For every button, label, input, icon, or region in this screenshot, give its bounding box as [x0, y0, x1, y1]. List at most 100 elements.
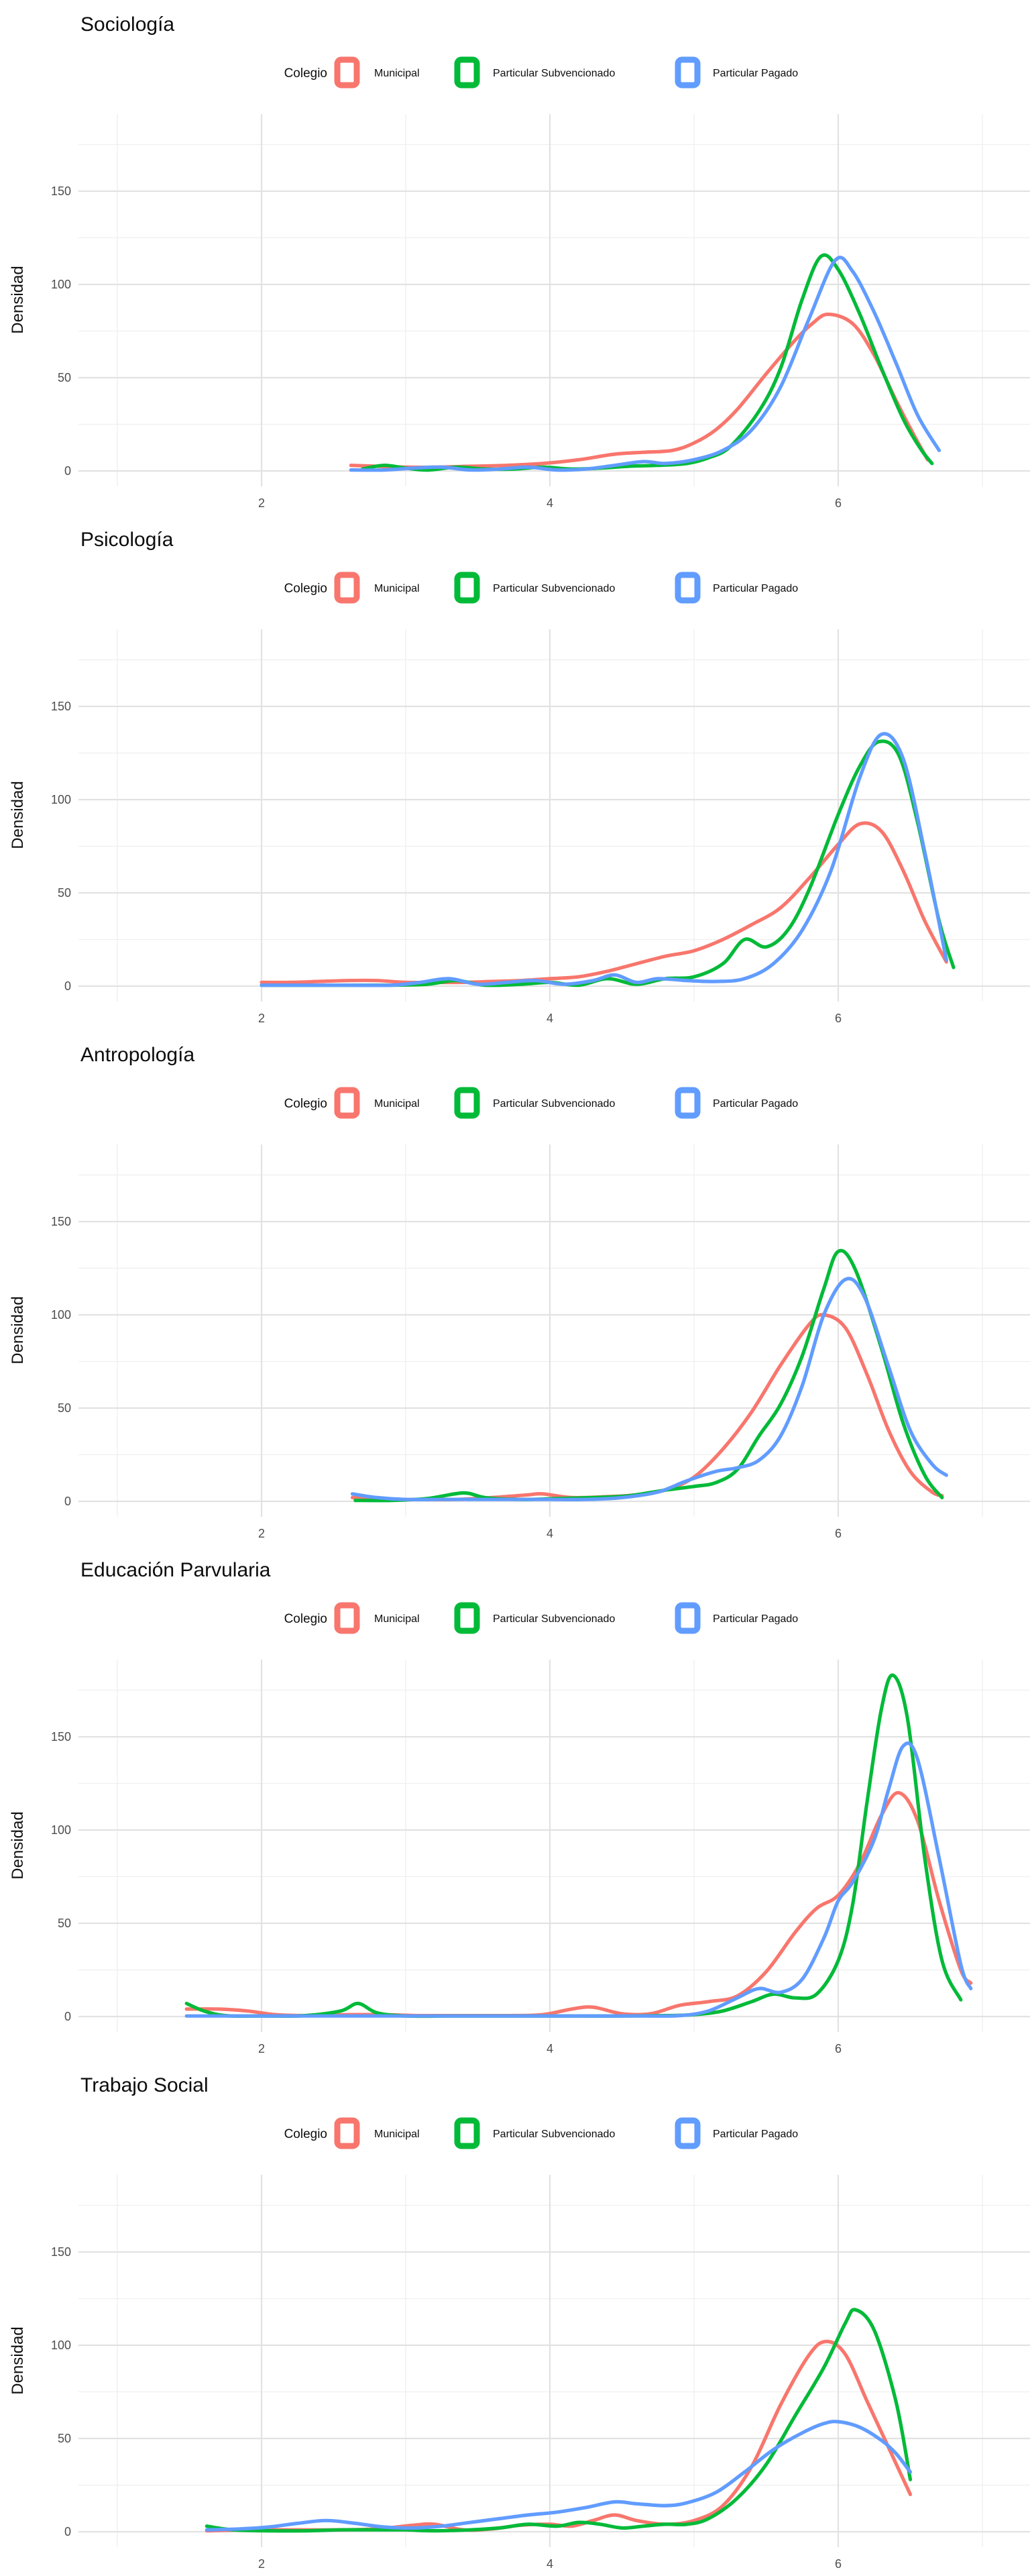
legend: Colegio Municipal Particular Subvenciona…	[284, 56, 798, 89]
legend-label-municipal: Municipal	[374, 1098, 420, 1110]
legend-label-subvencionado: Particular Subvencionado	[493, 1613, 615, 1625]
svg-text:0: 0	[64, 2010, 71, 2023]
density-curve-particular-pagado	[350, 1277, 948, 1502]
svg-text:2: 2	[258, 1012, 265, 1025]
svg-text:6: 6	[835, 2557, 842, 2571]
chart-title: Educación Parvularia	[80, 1559, 271, 1581]
density-curve-particular-pagado	[349, 256, 941, 472]
density-curve-particular-pagado	[205, 2420, 913, 2532]
y-axis-title: Densidad	[9, 2326, 27, 2394]
legend: Colegio Municipal Particular Subvenciona…	[284, 572, 798, 604]
svg-text:50: 50	[58, 1917, 71, 1930]
legend-label-municipal: Municipal	[374, 2129, 420, 2140]
legend-label-municipal: Municipal	[374, 68, 420, 79]
svg-text:150: 150	[51, 184, 71, 198]
density-curve-particular-subvencionado	[360, 253, 934, 472]
svg-text:50: 50	[58, 371, 71, 384]
density-curve-municipal	[350, 1313, 944, 1502]
svg-text:0: 0	[64, 2525, 71, 2538]
legend-label-pagado: Particular Pagado	[713, 1098, 798, 1110]
legend-label-pagado: Particular Pagado	[713, 2129, 798, 2140]
legend-key-pagado-icon	[675, 56, 701, 89]
svg-text:150: 150	[51, 1215, 71, 1228]
density-plot: Sociología Colegio Municipal Particular …	[9, 13, 1030, 510]
legend-label-municipal: Municipal	[374, 583, 420, 594]
svg-text:150: 150	[51, 700, 71, 713]
svg-text:50: 50	[58, 886, 71, 900]
svg-text:50: 50	[58, 1401, 71, 1415]
plot-panel: 0 50 100 150 2 4 6	[51, 114, 1030, 510]
svg-text:50: 50	[58, 2432, 71, 2445]
svg-text:100: 100	[51, 793, 71, 806]
legend-label-subvencionado: Particular Subvencionado	[493, 1098, 615, 1110]
legend-label-subvencionado: Particular Subvencionado	[493, 2129, 615, 2140]
density-plot: Psicología Colegio Municipal Particular …	[9, 529, 1030, 1025]
legend: Colegio Municipal Particular Subvenciona…	[284, 1602, 798, 1634]
svg-text:6: 6	[835, 1527, 842, 1540]
chart-antropologia: Antropología Colegio Municipal Particula…	[0, 1030, 1030, 1546]
chart-trabajo-social: Trabajo Social Colegio Municipal Particu…	[0, 2061, 1030, 2576]
legend-key-pagado-icon	[675, 1087, 701, 1119]
legend: Colegio Municipal Particular Subvenciona…	[284, 2117, 798, 2149]
legend-title: Colegio	[284, 1097, 327, 1111]
legend-label-pagado: Particular Pagado	[713, 1613, 798, 1625]
y-axis-title: Densidad	[9, 1296, 27, 1364]
density-curve-particular-subvencionado	[260, 739, 956, 987]
svg-text:2: 2	[258, 2042, 265, 2055]
svg-text:100: 100	[51, 1308, 71, 1322]
legend-key-pagado-icon	[675, 2117, 701, 2149]
legend-label-subvencionado: Particular Subvencionado	[493, 583, 615, 594]
legend-key-subvencionado-icon	[454, 2117, 480, 2149]
svg-text:100: 100	[51, 1823, 71, 1837]
legend-key-subvencionado-icon	[454, 1602, 480, 1634]
plot-panel: 0 50 100 150 2 4 6	[51, 2175, 1030, 2571]
legend-title: Colegio	[284, 66, 327, 80]
plot-panel: 0 50 100 150 2 4 6	[51, 629, 1030, 1025]
legend-key-pagado-icon	[675, 572, 701, 604]
svg-text:4: 4	[547, 2042, 553, 2055]
density-plot: Educación Parvularia Colegio Municipal P…	[9, 1559, 1030, 2055]
density-plot: Trabajo Social Colegio Municipal Particu…	[9, 2074, 1030, 2571]
legend-key-pagado-icon	[675, 1602, 701, 1634]
svg-text:6: 6	[835, 1012, 842, 1025]
legend-label-municipal: Municipal	[374, 1613, 420, 1625]
svg-text:150: 150	[51, 2245, 71, 2259]
density-curve-municipal	[260, 821, 948, 985]
density-curve-particular-pagado	[184, 1741, 973, 2018]
legend-key-subvencionado-icon	[454, 572, 480, 604]
svg-text:150: 150	[51, 1730, 71, 1743]
svg-text:6: 6	[835, 2042, 842, 2055]
density-curve-municipal	[205, 2339, 913, 2533]
svg-text:4: 4	[547, 496, 553, 510]
svg-text:4: 4	[547, 1527, 553, 1540]
density-curve-particular-subvencionado	[184, 1673, 963, 2019]
svg-text:0: 0	[64, 1495, 71, 1508]
legend-label-subvencionado: Particular Subvencionado	[493, 68, 615, 79]
svg-text:2: 2	[258, 1527, 265, 1540]
plot-panel: 0 50 100 150 2 4 6	[51, 1660, 1030, 2055]
legend-title: Colegio	[284, 1612, 327, 1626]
legend-title: Colegio	[284, 582, 327, 596]
legend-key-municipal-icon	[334, 1087, 360, 1119]
legend-label-pagado: Particular Pagado	[713, 68, 798, 79]
chart-title: Psicología	[80, 529, 174, 551]
legend-label-pagado: Particular Pagado	[713, 583, 798, 594]
svg-text:4: 4	[547, 1012, 553, 1025]
chart-title: Sociología	[80, 13, 174, 36]
chart-title: Antropología	[80, 1044, 194, 1066]
y-axis-title: Densidad	[9, 781, 27, 849]
legend-key-municipal-icon	[334, 572, 360, 604]
chart-educacion-parvularia: Educación Parvularia Colegio Municipal P…	[0, 1546, 1030, 2061]
svg-text:6: 6	[835, 496, 842, 510]
density-curve-particular-pagado	[260, 732, 948, 987]
density-curve-particular-subvencionado	[353, 1248, 944, 1503]
plot-panel: 0 50 100 150 2 4 6	[51, 1144, 1030, 1540]
density-curve-particular-subvencionado	[205, 2308, 913, 2533]
legend-key-subvencionado-icon	[454, 1087, 480, 1119]
density-plot: Antropología Colegio Municipal Particula…	[9, 1044, 1030, 1540]
legend-key-subvencionado-icon	[454, 56, 480, 89]
y-axis-title: Densidad	[9, 1811, 27, 1879]
chart-title: Trabajo Social	[80, 2074, 209, 2096]
legend-key-municipal-icon	[334, 56, 360, 89]
svg-text:100: 100	[51, 278, 71, 291]
